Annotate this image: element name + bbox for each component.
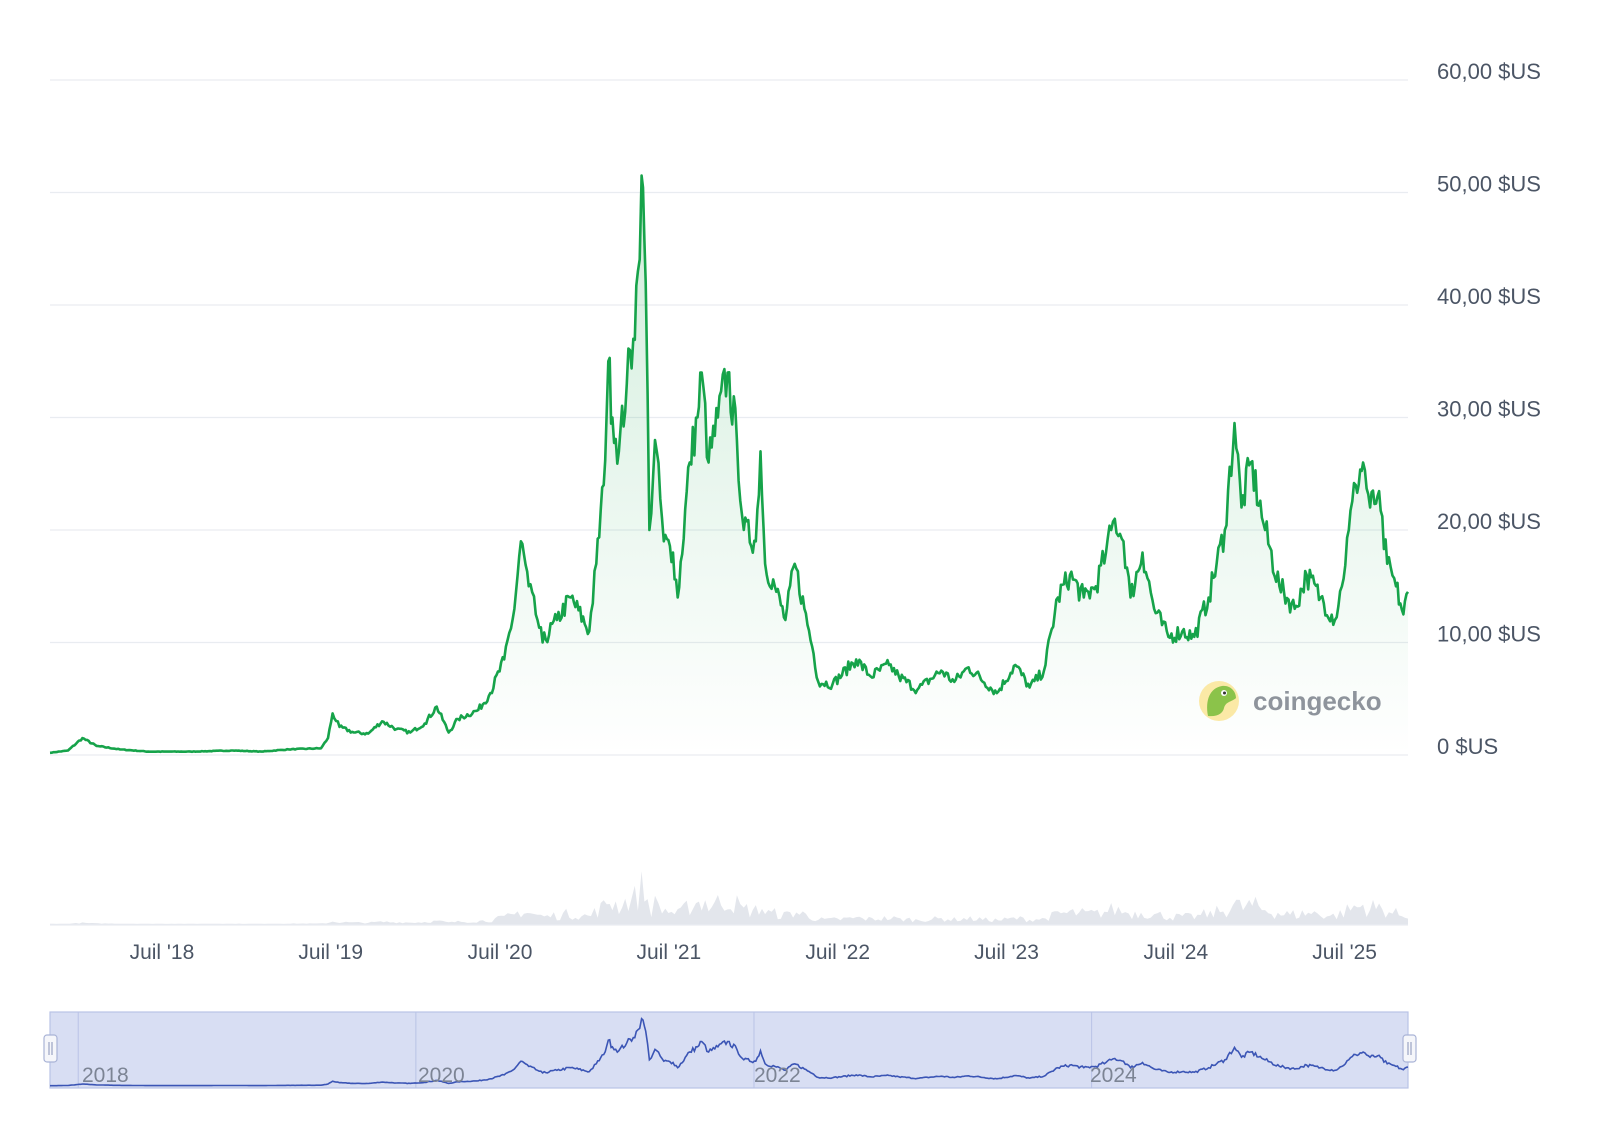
- volume-bars: [50, 871, 1408, 925]
- x-tick-label: Juil '18: [130, 941, 195, 964]
- navigator-year-labels: 2018 2020 2022 2024: [82, 1064, 1137, 1087]
- volume-area: [50, 871, 1408, 925]
- y-tick-label: 60,00 $US: [1437, 59, 1541, 84]
- x-tick-label: Juil '23: [974, 941, 1039, 964]
- y-tick-label: 50,00 $US: [1437, 172, 1541, 197]
- navigator-label: 2024: [1090, 1064, 1137, 1087]
- x-tick-label: Juil '25: [1312, 941, 1377, 964]
- drag-handle-icon: [48, 1042, 53, 1055]
- navigator[interactable]: 2018 2020 2022 2024: [43, 1011, 1417, 1089]
- y-tick-label: 0 $US: [1437, 734, 1498, 759]
- navigator-label: 2022: [754, 1064, 801, 1087]
- navigator-selection[interactable]: [49, 1011, 1409, 1089]
- y-axis-labels: 0 $US 10,00 $US 20,00 $US 30,00 $US 40,00 $U…: [1437, 59, 1541, 759]
- y-tick-label: 10,00 $US: [1437, 622, 1541, 647]
- x-tick-label: Juil '21: [637, 941, 702, 964]
- watermark: coingecko: [1199, 681, 1382, 721]
- x-tick-label: Juil '20: [468, 941, 533, 964]
- y-tick-label: 40,00 $US: [1437, 284, 1541, 309]
- navigator-label: 2020: [418, 1064, 465, 1087]
- gecko-logo-icon: [1199, 681, 1239, 721]
- x-tick-label: Juil '22: [805, 941, 870, 964]
- navigator-label: 2018: [82, 1064, 129, 1087]
- x-tick-label: Juil '24: [1143, 941, 1208, 964]
- navigator-line: [50, 1017, 1409, 1087]
- price-area-fill: [50, 175, 1408, 756]
- drag-handle-icon: [1407, 1042, 1412, 1055]
- y-tick-label: 20,00 $US: [1437, 509, 1541, 534]
- navigator-dividers: [77, 1012, 1093, 1088]
- navigator-right-handle[interactable]: [1402, 1034, 1417, 1063]
- watermark-text: coingecko: [1253, 686, 1382, 716]
- price-line[interactable]: [49, 174, 1410, 755]
- y-tick-label: 30,00 $US: [1437, 397, 1541, 422]
- x-axis-labels: Juil '18 Juil '19 Juil '20 Juil '21 Juil '22…: [130, 941, 1377, 964]
- x-tick-label: Juil '19: [298, 941, 363, 964]
- navigator-left-handle[interactable]: [43, 1034, 58, 1063]
